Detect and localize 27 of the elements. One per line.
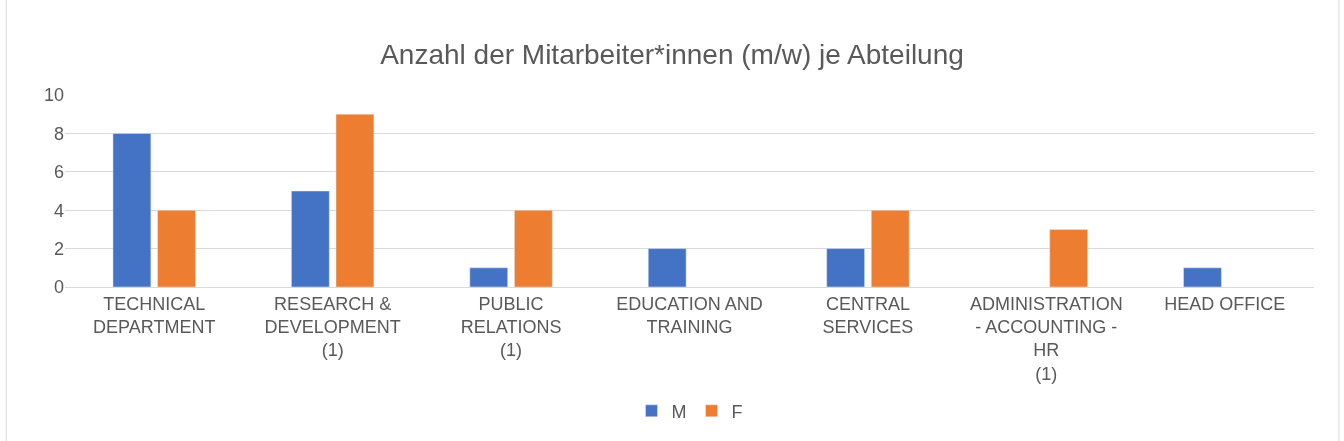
bar xyxy=(514,209,553,287)
y-tick-label: 10 xyxy=(43,85,64,106)
x-tick-label: HEAD OFFICE xyxy=(1164,293,1286,314)
y-tick-label: 8 xyxy=(53,123,64,144)
x-tick-label: EDUCATION AND TRAINING xyxy=(616,293,763,337)
bar xyxy=(469,267,508,287)
chart-title: Anzahl der Mitarbeiter*innen (m/w) je Abteilung xyxy=(380,38,964,70)
x-tick-label: RESEARCH & DEVELOPMENT (1) xyxy=(264,293,401,361)
bar xyxy=(157,209,196,287)
bar xyxy=(826,248,865,287)
bar xyxy=(871,209,910,287)
x-tick-label: CENTRAL SERVICES xyxy=(822,293,914,337)
legend-label: M xyxy=(671,401,687,422)
bar xyxy=(1049,229,1088,287)
bar xyxy=(335,113,375,287)
x-tick-label: PUBLIC RELATIONS (1) xyxy=(460,293,562,361)
x-tick-label: TECHNICAL DEPARTMENT xyxy=(93,293,216,337)
bar xyxy=(291,190,330,287)
y-tick-label: 0 xyxy=(53,277,64,298)
x-tick-label: ADMINISTRATION - ACCOUNTING - HR (1) xyxy=(970,293,1123,384)
legend-label: F xyxy=(731,401,743,422)
y-tick-label: 2 xyxy=(53,238,64,259)
bar xyxy=(647,248,687,287)
bar xyxy=(112,133,152,287)
y-tick-label: 6 xyxy=(53,162,64,183)
bar xyxy=(1183,267,1222,287)
y-tick-label: 4 xyxy=(53,200,64,221)
